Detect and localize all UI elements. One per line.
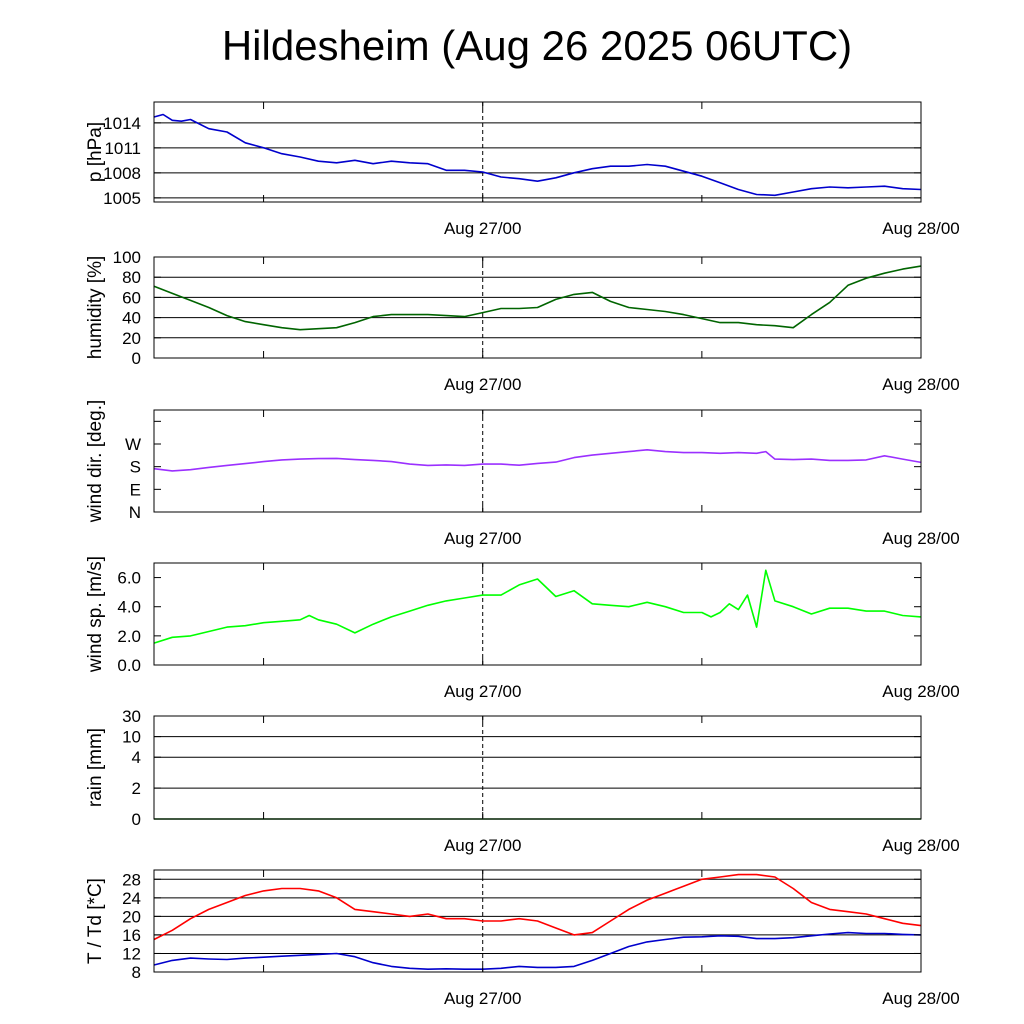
temperature-ytick-label: 16: [122, 926, 141, 945]
pressure-xtick-label: Aug 28/00: [882, 219, 960, 238]
rain-xtick-label: Aug 27/00: [444, 836, 522, 855]
wind_speed-ytick-label: 2.0: [117, 627, 141, 646]
wind_speed-ytick-label: 6.0: [117, 569, 141, 588]
wind_dir-series-0: [153, 448, 922, 472]
humidity-ytick-label: 40: [122, 309, 141, 328]
rain-ylabel: rain [mm]: [85, 728, 106, 807]
rain-ytick-label: 4: [132, 748, 141, 767]
wind_speed-ytick-label: 4.0: [117, 598, 141, 617]
temperature-ytick-label: 24: [122, 889, 141, 908]
wind_speed-series-0: [153, 569, 922, 644]
humidity-ytick-label: 0: [132, 349, 141, 368]
rain-ytick-label: 30: [122, 707, 141, 726]
wind_dir-ytick-label: W: [125, 435, 141, 454]
temperature-ytick-label: 28: [122, 870, 141, 889]
pressure-ylabel: p [hPa]: [85, 122, 106, 182]
humidity-ytick-label: 60: [122, 288, 141, 307]
wind_speed-frame: [153, 562, 922, 666]
humidity-ytick-label: 20: [122, 329, 141, 348]
chart-title: Hildesheim (Aug 26 2025 06UTC): [221, 22, 853, 69]
wind_dir-xtick-label: Aug 28/00: [882, 529, 960, 548]
temperature-ytick-label: 12: [122, 944, 141, 963]
pressure-ytick-label: 1011: [104, 139, 141, 158]
temperature-series-0: [153, 873, 922, 941]
pressure-ytick-label: 1008: [103, 164, 141, 183]
rain-xtick-label: Aug 28/00: [882, 836, 960, 855]
temperature-xtick-label: Aug 27/00: [444, 989, 522, 1008]
humidity-xtick-label: Aug 27/00: [444, 375, 522, 394]
wind_dir-ytick-label: S: [130, 458, 141, 477]
rain-ytick-label: 10: [122, 728, 141, 747]
rain-ytick-label: 0: [132, 810, 141, 829]
temperature-frame: [153, 869, 922, 973]
wind_speed-ylabel: wind sp. [m/s]: [85, 556, 106, 673]
wind_dir-ytick-label: N: [129, 503, 141, 522]
wind_dir-frame: [153, 409, 922, 513]
wind_speed-xtick-label: Aug 27/00: [444, 682, 522, 701]
wind_speed-ytick-label: 0.0: [117, 656, 141, 675]
humidity-ylabel: humidity [%]: [85, 256, 106, 359]
pressure-xtick-label: Aug 27/00: [444, 219, 522, 238]
pressure-frame: [153, 101, 922, 203]
temperature-ytick-label: 20: [122, 907, 141, 926]
humidity-ytick-label: 100: [113, 248, 141, 267]
wind_dir-ytick-label: E: [130, 480, 141, 499]
humidity-ytick-label: 80: [122, 268, 141, 287]
wind_dir-xtick-label: Aug 27/00: [444, 529, 522, 548]
wind_speed-xtick-label: Aug 28/00: [882, 682, 960, 701]
temperature-series-1: [153, 931, 922, 971]
rain-ytick-label: 2: [132, 779, 141, 798]
temperature-xtick-label: Aug 28/00: [882, 989, 960, 1008]
humidity-series-0: [153, 265, 922, 331]
pressure-ytick-label: 1014: [103, 114, 141, 133]
temperature-ylabel: T / Td [*C]: [85, 878, 106, 964]
humidity-xtick-label: Aug 28/00: [882, 375, 960, 394]
wind_dir-ylabel: wind dir. [deg.]: [85, 400, 106, 524]
rain-frame: [153, 715, 922, 820]
temperature-ytick-label: 8: [132, 963, 141, 982]
pressure-series-0: [153, 113, 922, 197]
humidity-frame: [153, 256, 922, 359]
pressure-ytick-label: 1005: [103, 189, 141, 208]
